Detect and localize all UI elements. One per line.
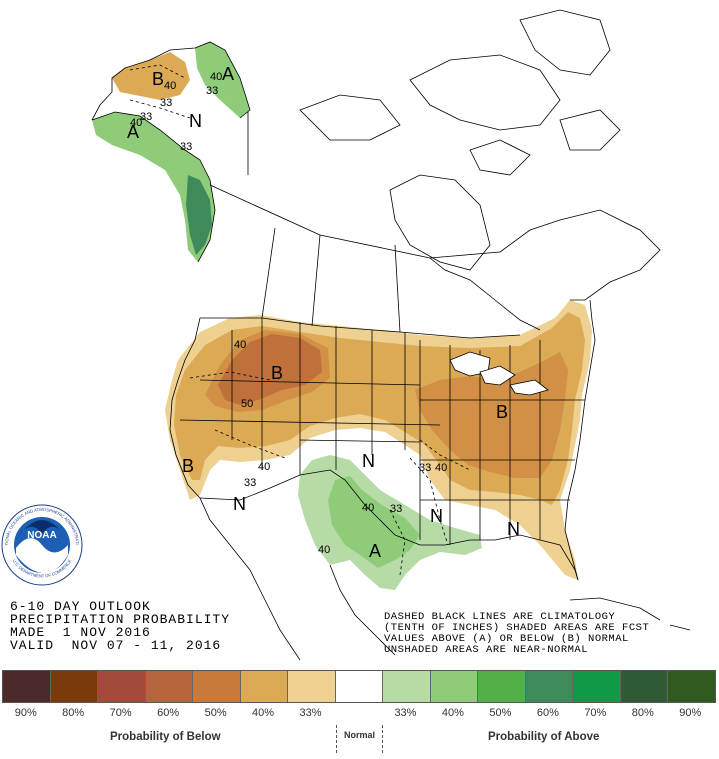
legend-swatch [3,671,51,702]
label-normal-plains: N [362,451,375,471]
label-below-california: B [182,456,194,476]
label-below-northwest: B [271,363,283,383]
probability-legend: 90% 80% 70% 60% 50% 40% 33% 33% 40% 50% 60% 70% 80% 9… [0,667,719,759]
legend-swatch [620,671,669,702]
map-note-line: UNSHADED AREAS ARE NEAR-NORMAL [384,644,589,656]
legend-swatch [573,671,621,702]
alaska-below-region [112,52,190,100]
legend-swatch [525,671,574,702]
contour-label: 33 [140,111,152,123]
legend-swatch [335,671,384,702]
legend-percent-label: 70% [109,707,132,719]
legend-percent-label: 90% [14,707,37,719]
map-note-line: DASHED BLACK LINES ARE CLIMATOLOGY [384,611,616,623]
legend-swatch [478,671,526,702]
contour-label: 40 [164,80,176,92]
legend-swatch [240,671,289,702]
legend-normal-divider-right [382,725,383,753]
contour-label: 33 [206,85,218,97]
political-boundaries [91,9,691,661]
texas-above-region-40 [328,476,420,568]
contour-label: 40 [234,339,246,351]
contour-label: 40 [318,544,330,556]
contour-label: 40 [130,117,142,129]
legend-below-caption: Probability of Below [110,731,221,743]
label-above-alaska-ne: A [222,64,234,84]
legend-swatch [50,671,99,702]
contour-label: 50 [241,398,253,410]
legend-percent-label: 33% [299,707,322,719]
legend-swatch [98,671,146,702]
label-below-alaska: B [152,69,164,89]
alaska-above-region-panhandle [186,175,212,255]
precipitation-outlook-map: B A A N B B B N N N N A 40 33 40 33 40 3… [0,0,691,661]
legend-swatch [193,671,241,702]
legend-swatch [145,671,194,702]
legend-percent-label: 80% [631,707,654,719]
outlook-made-date: MADE 1 NOV 2016 [10,625,151,640]
legend-percent-label: 50% [489,707,512,719]
label-normal-alaska: N [189,111,202,131]
outlook-title-line: 6-10 DAY OUTLOOK [10,599,151,614]
noaa-logo-text: NOAA [27,530,56,541]
northwest-below-region-50 [205,330,330,412]
label-below-east: B [496,402,508,422]
label-above-alaska-se: A [127,122,139,142]
legend-swatch [383,671,431,702]
legend-percent-label: 60% [536,707,559,719]
contour-label: 40 [362,502,374,514]
contour-label: 40 [258,461,270,473]
contour-label: 33 [160,97,172,109]
map-note-line: VALUES ABOVE (A) OR BELOW (B) NORMAL [384,633,629,645]
legend-percent-label: 40% [252,707,275,719]
map-notes: DASHED BLACK LINES ARE CLIMATOLOGY (TENT… [384,612,649,656]
noaa-logo: NOAA NATIONAL OCEANIC AND ATMOSPHERIC AD… [0,0,83,586]
label-above-texas: A [369,541,381,561]
legend-swatch [430,671,479,702]
map-note-line: (TENTH OF INCHES) SHADED AREAS ARE FCST [384,622,650,634]
outlook-title-line: PRECIPITATION PROBABILITY [10,612,231,627]
contour-label: 33 [390,503,402,515]
legend-normal-caption: Normal [344,730,376,740]
legend-percent-label: 33% [394,707,417,719]
legend-above-caption: Probability of Above [488,731,600,743]
legend-color-bar [2,670,716,703]
label-normal-gulf: N [430,506,443,526]
climatology-dashed-lines [129,64,471,576]
svg-text:NATIONAL OCEANIC AND ATMOSPHER: NATIONAL OCEANIC AND ATMOSPHERIC ADMINIS… [0,0,80,545]
legend-percent-label: 70% [584,707,607,719]
legend-normal-divider-left [336,725,337,753]
contour-label: 33 [180,141,192,153]
contour-label: 33 [419,462,431,474]
contour-label: 40 [435,462,447,474]
alaska-above-region-ne [195,42,250,118]
legend-percent-label: 60% [157,707,180,719]
label-normal-southwest: N [233,494,246,514]
contour-label: 40 [210,71,222,83]
outlook-valid-dates: VALID NOV 07 - 11, 2016 [10,638,222,653]
contour-label: 33 [244,477,256,489]
outlook-title-block: 6-10 DAY OUTLOOK PRECIPITATION PROBABILI… [10,600,230,652]
legend-swatch [288,671,336,702]
noaa-logo-org-text: NATIONAL OCEANIC AND ATMOSPHERIC ADMINIS… [0,0,80,545]
legend-swatch [668,671,715,702]
label-normal-southeast: N [507,519,520,539]
legend-percent-label: 50% [204,707,227,719]
legend-percent-label: 90% [679,707,702,719]
legend-percent-label: 80% [62,707,85,719]
legend-percent-label: 40% [441,707,464,719]
